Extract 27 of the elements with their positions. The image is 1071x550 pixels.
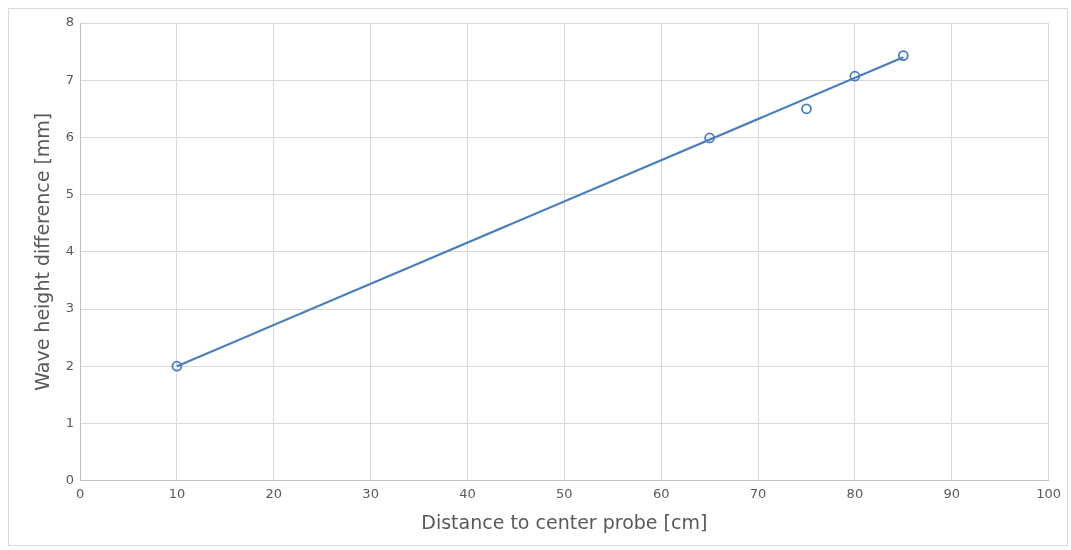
y-tick-label: 5 (65, 185, 75, 201)
point (171, 360, 183, 372)
x-tick-label: 80 (846, 485, 864, 501)
x-tick-label: 20 (265, 485, 283, 501)
y-axis-title: Wave height difference [mm] (31, 112, 54, 391)
x-tick-label: 40 (459, 485, 476, 501)
x-tick-label: 10 (168, 485, 186, 501)
x-tick-label: 70 (749, 485, 767, 501)
x-tick-label: 60 (652, 485, 670, 501)
point (897, 50, 909, 61)
y-tick-label: 0 (65, 471, 75, 487)
x-tick-label: 30 (362, 485, 379, 501)
y-tick-label: 7 (65, 71, 75, 87)
y-tick-label: 2 (65, 357, 75, 373)
point (704, 132, 716, 144)
y-tick-label: 4 (65, 243, 75, 259)
y-tick-label: 1 (65, 414, 75, 430)
x-axis-title: Distance to center probe [cm] (421, 510, 708, 533)
y-tick-label: 8 (65, 14, 75, 30)
y-tick-label: 3 (65, 300, 75, 316)
x-tick-label: 50 (556, 485, 573, 501)
x-tick-label: 0 (75, 485, 85, 501)
point (849, 70, 861, 82)
x-tick-label: 90 (943, 485, 961, 501)
point (801, 103, 812, 115)
x-tick-label: 100 (1036, 485, 1062, 501)
y-tick-label: 6 (65, 128, 75, 144)
